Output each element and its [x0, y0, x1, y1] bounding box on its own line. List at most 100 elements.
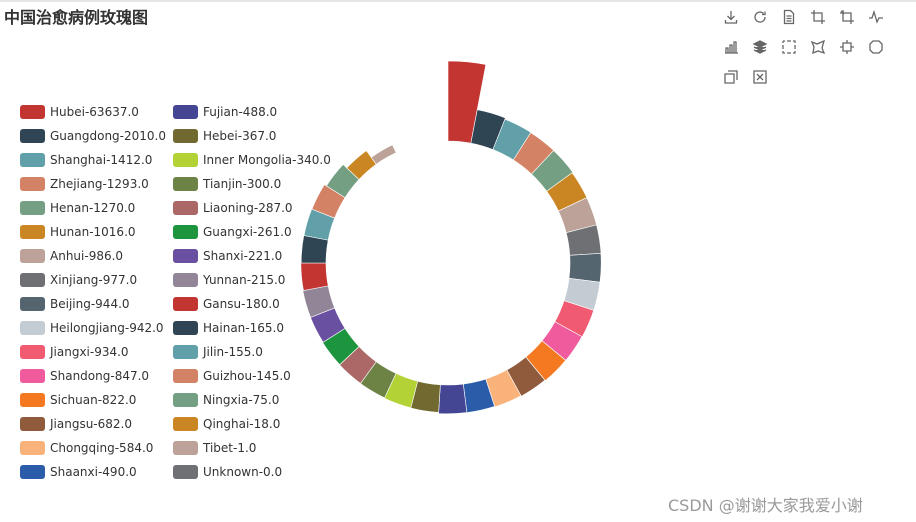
legend-item-henan[interactable]: Henan-1270.0: [20, 200, 135, 216]
legend-label: Jiangxi-934.0: [50, 345, 129, 359]
legend-item-hebei[interactable]: Hebei-367.0: [173, 128, 276, 144]
watermark: CSDN @谢谢大家我爱小谢: [668, 496, 863, 515]
legend-item-heilongjiang[interactable]: Heilongjiang-942.0: [20, 320, 164, 336]
legend-swatch: [20, 105, 45, 119]
legend-item-inner-mongolia[interactable]: Inner Mongolia-340.0: [173, 152, 331, 168]
legend-item-shandong[interactable]: Shandong-847.0: [20, 368, 149, 384]
legend-item-anhui[interactable]: Anhui-986.0: [20, 248, 123, 264]
refresh-icon[interactable]: [751, 8, 769, 26]
legend-item-zhejiang[interactable]: Zhejiang-1293.0: [20, 176, 149, 192]
legend-label: Chongqing-584.0: [50, 441, 154, 455]
clear-select-icon[interactable]: [867, 38, 885, 56]
legend-label: Shanghai-1412.0: [50, 153, 153, 167]
legend-swatch: [173, 297, 198, 311]
legend-swatch: [20, 417, 45, 431]
rose-slice-tibet[interactable]: [370, 144, 397, 165]
rose-slice-inner-mongolia[interactable]: [383, 372, 419, 409]
legend-item-shanxi[interactable]: Shanxi-221.0: [173, 248, 282, 264]
rose-slice-jiangsu[interactable]: [506, 356, 546, 397]
legend-label: Yunnan-215.0: [203, 273, 286, 287]
rose-slice-liaoning[interactable]: [339, 346, 377, 384]
undo-icon[interactable]: [838, 8, 856, 26]
close-select-icon[interactable]: [751, 68, 769, 86]
legend-item-chongqing[interactable]: Chongqing-584.0: [20, 440, 153, 456]
rose-slice-chongqing[interactable]: [485, 369, 522, 408]
rose-slice-beijing[interactable]: [568, 253, 602, 283]
bar-chart-icon[interactable]: [722, 38, 740, 56]
legend-swatch: [20, 249, 45, 263]
legend-item-hunan[interactable]: Hunan-1016.0: [20, 224, 136, 240]
legend-swatch: [20, 321, 45, 335]
legend-item-qinghai[interactable]: Qinghai-18.0: [173, 416, 280, 432]
rose-slice-hubei[interactable]: [447, 60, 487, 144]
rose-slice-gansu[interactable]: [300, 262, 329, 291]
legend-item-fujian[interactable]: Fujian-488.0: [173, 104, 277, 120]
legend-label: Hebei-367.0: [203, 129, 277, 143]
stack-icon[interactable]: [751, 38, 769, 56]
legend-label: Unknown-0.0: [203, 465, 283, 479]
rose-slice-guangxi[interactable]: [322, 327, 360, 366]
legend-item-beijing[interactable]: Beijing-944.0: [20, 296, 130, 312]
legend-label: Henan-1270.0: [50, 201, 136, 215]
legend-label: Heilongjiang-942.0: [50, 321, 164, 335]
legend-label: Gansu-180.0: [203, 297, 280, 311]
legend-item-guangxi[interactable]: Guangxi-261.0: [173, 224, 292, 240]
legend-label: Shanxi-221.0: [203, 249, 283, 263]
legend-item-xinjiang[interactable]: Xinjiang-977.0: [20, 272, 137, 288]
legend-item-hainan[interactable]: Hainan-165.0: [173, 320, 284, 336]
legend-swatch: [20, 225, 45, 239]
legend-item-jiangxi[interactable]: Jiangxi-934.0: [20, 344, 129, 360]
legend-item-sichuan[interactable]: Sichuan-822.0: [20, 392, 136, 408]
legend-label: Qinghai-18.0: [203, 417, 281, 431]
rose-slice-henan[interactable]: [531, 150, 574, 192]
rose-slice-jiangxi[interactable]: [554, 300, 595, 338]
download-icon[interactable]: [722, 8, 740, 26]
legend-item-tibet[interactable]: Tibet-1.0: [173, 440, 256, 456]
legend-label: Shaanxi-490.0: [50, 465, 137, 479]
legend-item-jiangsu[interactable]: Jiangsu-682.0: [20, 416, 132, 432]
brush-icon[interactable]: [722, 68, 740, 86]
legend-label: Shandong-847.0: [50, 369, 150, 383]
legend-item-unknown[interactable]: Unknown-0.0: [173, 464, 282, 480]
legend-item-liaoning[interactable]: Liaoning-287.0: [173, 200, 293, 216]
rose-slice-sichuan[interactable]: [525, 340, 567, 382]
rose-slice-shanghai[interactable]: [492, 118, 532, 161]
legend-label: Liaoning-287.0: [203, 201, 293, 215]
legend-label: Jilin-155.0: [203, 345, 263, 359]
line-chart-icon[interactable]: [867, 8, 885, 26]
document-icon[interactable]: [780, 8, 798, 26]
legend-item-guangdong[interactable]: Guangdong-2010.0: [20, 128, 166, 144]
rose-slice-guizhou[interactable]: [311, 184, 346, 219]
legend-item-shanghai[interactable]: Shanghai-1412.0: [20, 152, 152, 168]
keep-select-icon[interactable]: [838, 38, 856, 56]
lasso-icon[interactable]: [809, 38, 827, 56]
rect-select-icon[interactable]: [780, 38, 798, 56]
legend-swatch: [173, 177, 198, 191]
legend-label: Hunan-1016.0: [50, 225, 136, 239]
legend-swatch: [173, 201, 198, 215]
legend-label: Hubei-63637.0: [50, 105, 139, 119]
legend-label: Hainan-165.0: [203, 321, 284, 335]
legend-swatch: [173, 465, 198, 479]
legend-item-jilin[interactable]: Jilin-155.0: [173, 344, 263, 360]
legend-item-shaanxi[interactable]: Shaanxi-490.0: [20, 464, 137, 480]
legend-label: Fujian-488.0: [203, 105, 278, 119]
legend-item-gansu[interactable]: Gansu-180.0: [173, 296, 280, 312]
legend-label: Guangxi-261.0: [203, 225, 292, 239]
legend-label: Guizhou-145.0: [203, 369, 291, 383]
rose-slice-qinghai[interactable]: [346, 150, 377, 180]
legend-item-ningxia[interactable]: Ningxia-75.0: [173, 392, 279, 408]
legend-item-tianjin[interactable]: Tianjin-300.0: [173, 176, 281, 192]
legend-item-guizhou[interactable]: Guizhou-145.0: [173, 368, 291, 384]
rose-slice-fujian[interactable]: [438, 383, 468, 415]
legend-swatch: [173, 225, 198, 239]
legend-swatch: [173, 345, 198, 359]
rose-slice-ningxia[interactable]: [326, 164, 360, 199]
rose-slice-yunnan[interactable]: [302, 285, 335, 318]
legend-label: Jiangsu-682.0: [50, 417, 132, 431]
legend-item-yunnan[interactable]: Yunnan-215.0: [173, 272, 285, 288]
crop-icon[interactable]: [809, 8, 827, 26]
legend-swatch: [20, 465, 45, 479]
legend-item-hubei[interactable]: Hubei-63637.0: [20, 104, 139, 120]
